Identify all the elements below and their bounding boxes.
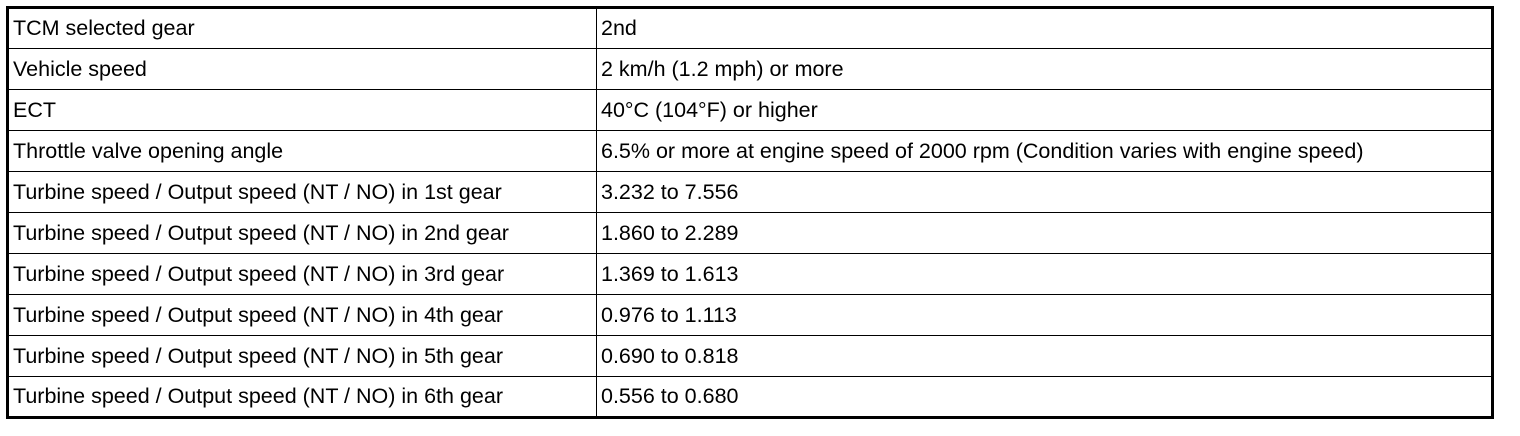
condition-cell: Turbine speed / Output speed (NT / NO) i… <box>7 294 597 336</box>
table-row: Turbine speed / Output speed (NT / NO) i… <box>7 212 1493 254</box>
condition-cell: Throttle valve opening angle <box>7 130 597 172</box>
value-cell: 40°C (104°F) or higher <box>596 89 1493 131</box>
value-cell: 0.690 to 0.818 <box>596 335 1493 377</box>
condition-cell: Turbine speed / Output speed (NT / NO) i… <box>7 376 597 418</box>
table-body: TCM selected gear 2nd Vehicle speed 2 km/h … <box>7 7 1493 418</box>
table-row: ECT 40°C (104°F) or higher <box>7 89 1493 131</box>
condition-cell: ECT <box>7 89 597 131</box>
value-cell: 3.232 to 7.556 <box>596 171 1493 213</box>
value-cell: 1.860 to 2.289 <box>596 212 1493 254</box>
table-row: Turbine speed / Output speed (NT / NO) i… <box>7 376 1493 418</box>
condition-cell: TCM selected gear <box>7 7 597 49</box>
condition-cell: Turbine speed / Output speed (NT / NO) i… <box>7 212 597 254</box>
table-row: Throttle valve opening angle 6.5% or more… <box>7 130 1493 172</box>
value-cell: 0.556 to 0.680 <box>596 376 1493 418</box>
condition-cell: Turbine speed / Output speed (NT / NO) i… <box>7 253 597 295</box>
value-cell: 2 km/h (1.2 mph) or more <box>596 48 1493 90</box>
table-row: Turbine speed / Output speed (NT / NO) i… <box>7 253 1493 295</box>
table-row: Turbine speed / Output speed (NT / NO) i… <box>7 294 1493 336</box>
condition-cell: Turbine speed / Output speed (NT / NO) i… <box>7 171 597 213</box>
condition-cell: Vehicle speed <box>7 48 597 90</box>
table-row: Turbine speed / Output speed (NT / NO) i… <box>7 171 1493 213</box>
table-row: TCM selected gear 2nd <box>7 7 1493 49</box>
table-row: Vehicle speed 2 km/h (1.2 mph) or more <box>7 48 1493 90</box>
value-cell: 2nd <box>596 7 1493 49</box>
value-cell: 6.5% or more at engine speed of 2000 rpm… <box>596 130 1493 172</box>
table-row: Turbine speed / Output speed (NT / NO) i… <box>7 335 1493 377</box>
spec-table: TCM selected gear 2nd Vehicle speed 2 km/h … <box>6 6 1494 419</box>
condition-cell: Turbine speed / Output speed (NT / NO) i… <box>7 335 597 377</box>
value-cell: 0.976 to 1.113 <box>596 294 1493 336</box>
value-cell: 1.369 to 1.613 <box>596 253 1493 295</box>
